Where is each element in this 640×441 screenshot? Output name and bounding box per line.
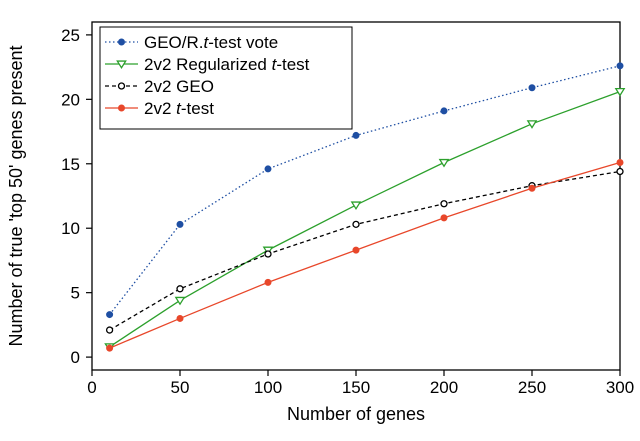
data-point — [440, 214, 448, 222]
x-tick-label: 50 — [171, 378, 190, 397]
legend-marker — [118, 104, 125, 112]
data-point — [264, 250, 272, 258]
y-axis-title: Number of true 'top 50' genes present — [6, 45, 26, 346]
data-point — [528, 184, 536, 192]
legend-label-text: GEO/R. — [144, 33, 204, 52]
y-tick-label: 0 — [71, 348, 80, 367]
legend-label-text: 2v2 GEO — [144, 77, 214, 96]
data-point — [106, 344, 114, 352]
series-3 — [106, 158, 624, 352]
x-tick-label: 200 — [430, 378, 458, 397]
legend-entry: 2v2 t-test — [105, 99, 214, 118]
x-axis-ticks: 0 50 100 150 200 250 300 — [87, 370, 634, 397]
data-point — [176, 314, 184, 322]
legend-label-text: -test — [276, 55, 309, 74]
legend-label-italic: t — [272, 55, 278, 74]
y-tick-label: 20 — [61, 90, 80, 109]
x-tick-label: 250 — [518, 378, 546, 397]
legend-marker — [117, 82, 126, 90]
legend-entry: GEO/R.t-test vote — [105, 33, 278, 52]
x-tick-label: 0 — [87, 378, 96, 397]
x-axis-title: Number of genes — [287, 404, 425, 424]
legend-label-text: -test vote — [208, 33, 278, 52]
data-point — [174, 296, 186, 306]
series-line — [109, 170, 621, 331]
data-point — [526, 120, 538, 129]
data-point — [264, 165, 272, 173]
legend-label: GEO/R.t-test vote — [144, 33, 278, 52]
data-point — [350, 201, 362, 211]
legend-label-italic: t — [176, 99, 182, 118]
legend-label-text: 2v2 Regularized — [144, 55, 272, 74]
series-line — [109, 90, 621, 348]
y-tick-label: 25 — [61, 26, 80, 45]
legend-label-text: -test — [181, 99, 214, 118]
data-point — [176, 285, 184, 293]
x-tick-label: 100 — [254, 378, 282, 397]
series-layer — [104, 62, 626, 352]
data-point — [616, 62, 624, 70]
y-tick-label: 5 — [71, 284, 80, 303]
data-point — [438, 158, 450, 168]
y-tick-label: 10 — [61, 219, 80, 238]
legend-marker — [118, 38, 125, 46]
data-point — [352, 246, 360, 254]
legend-label-italic: t — [204, 33, 210, 52]
legend-label: 2v2 GEO — [144, 77, 214, 96]
data-point — [352, 220, 360, 229]
data-point — [352, 131, 360, 139]
legend-label: 2v2 Regularized t-test — [144, 55, 310, 74]
x-tick-label: 300 — [606, 378, 634, 397]
x-tick-label: 150 — [342, 378, 370, 397]
data-point — [528, 84, 536, 92]
y-axis-ticks: 0 5 10 15 20 25 — [61, 26, 92, 367]
legend-label: 2v2 t-test — [144, 99, 214, 118]
data-point — [616, 167, 624, 176]
legend-box — [99, 26, 353, 130]
data-point — [176, 220, 184, 228]
data-point — [264, 278, 272, 286]
series-2 — [105, 167, 624, 334]
legend-entry: 2v2 GEO — [105, 77, 214, 96]
legend-label-text: 2v2 — [144, 99, 176, 118]
legend-entry: 2v2 Regularized t-test — [105, 55, 310, 74]
data-point — [614, 88, 626, 97]
y-tick-label: 15 — [61, 155, 80, 174]
data-point — [105, 326, 114, 334]
data-point — [440, 200, 448, 208]
legend-marker — [116, 60, 127, 70]
series-0 — [106, 62, 624, 319]
data-point — [616, 158, 624, 166]
data-point — [106, 311, 114, 319]
data-point — [440, 107, 448, 115]
series-line — [109, 161, 621, 349]
